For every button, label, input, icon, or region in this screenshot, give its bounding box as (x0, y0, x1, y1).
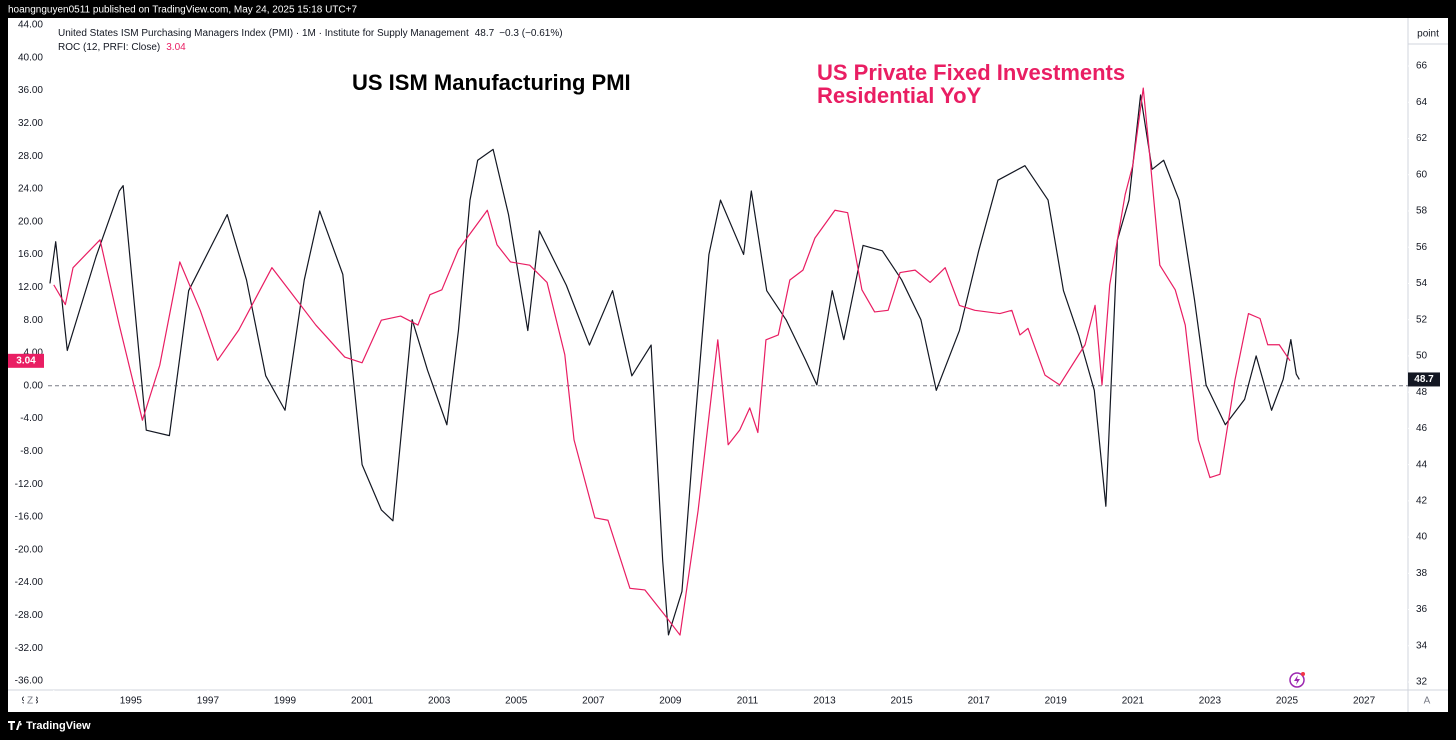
published-note: hoangnguyen0511 published on TradingView… (8, 5, 357, 16)
y-tick-label: -24.00 (15, 577, 44, 588)
auto-scale-button[interactable]: A (1424, 696, 1431, 707)
y-tick-label: 40.00 (18, 52, 43, 63)
y-tick-label: 12.00 (18, 282, 43, 293)
y2-tick-label: 44 (1416, 459, 1428, 470)
y-tick-label: 4.00 (24, 348, 44, 359)
annotation: US ISM Manufacturing PMI (352, 70, 631, 95)
y2-tick-label: 52 (1416, 314, 1428, 325)
y-tick-label: -20.00 (15, 544, 44, 555)
x-tick-label: 2005 (505, 696, 528, 707)
last-value-box (8, 353, 44, 368)
x-tick-label: 2009 (659, 696, 682, 707)
legend: United States ISM Purchasing Managers In… (58, 28, 563, 53)
y-tick-label: 44.00 (18, 20, 43, 31)
x-tick-label: 2019 (1045, 696, 1068, 707)
x-tick-label: 2013 (813, 696, 836, 707)
legend-last-value: 48.7 (475, 28, 495, 39)
x-tick-label: 2007 (582, 696, 605, 707)
legend-name: ROC (12, PRFI: Close) (58, 42, 160, 53)
legend-name: United States ISM Purchasing Managers In… (58, 28, 469, 39)
y2-tick-label: 32 (1416, 677, 1428, 688)
y2-tick-label: 34 (1416, 640, 1428, 651)
y-tick-label: 24.00 (18, 184, 43, 195)
y2-tick-label: 62 (1416, 133, 1428, 144)
legend-last-value: 3.04 (166, 42, 186, 53)
y2-tick-label: 42 (1416, 495, 1428, 506)
legend-change: −0.3 (−0.61%) (499, 28, 562, 39)
x-tick-label: 2003 (428, 696, 451, 707)
y-tick-label: -32.00 (15, 643, 44, 654)
legend-entry: United States ISM Purchasing Managers In… (58, 28, 563, 39)
y2-tick-label: 46 (1416, 423, 1428, 434)
y-tick-label: 20.00 (18, 216, 43, 227)
y-tick-label: 32.00 (18, 118, 43, 129)
x-tick-label: 2015 (890, 696, 913, 707)
y-tick-label: 28.00 (18, 151, 43, 162)
y-tick-label: 16.00 (18, 249, 43, 260)
scale-label: point (1417, 29, 1439, 40)
x-tick-label: 1997 (197, 696, 220, 707)
x-tick-label: 2011 (737, 696, 759, 707)
y2-tick-label: 36 (1416, 604, 1428, 615)
x-tick-label: 2001 (351, 696, 374, 707)
annotation: Residential YoY (817, 83, 982, 108)
x-tick-label: 2021 (1122, 696, 1145, 707)
annotation: US Private Fixed Investments (817, 60, 1125, 85)
last-value-label: 3.04 (16, 355, 36, 366)
chart-panel (8, 18, 1448, 712)
y2-tick-label: 40 (1416, 532, 1428, 543)
x-tick-label: 1999 (274, 696, 297, 707)
y-tick-label: 0.00 (24, 380, 44, 391)
y-tick-label: 8.00 (24, 315, 44, 326)
y2-tick-label: 60 (1416, 169, 1428, 180)
y-tick-label: -12.00 (15, 479, 44, 490)
footer-logo[interactable] (8, 721, 22, 730)
legend-entry: ROC (12, PRFI: Close) 3.04 (58, 42, 186, 53)
y-tick-label: -4.00 (20, 413, 43, 424)
y2-tick-label: 66 (1416, 61, 1428, 72)
scale-button-box (24, 694, 36, 708)
alert-icon[interactable] (1289, 672, 1305, 688)
y2-tick-label: 64 (1416, 97, 1428, 108)
y-tick-label: -8.00 (20, 446, 43, 457)
y2-tick-label: 58 (1416, 206, 1428, 217)
y-tick-label: -28.00 (15, 610, 44, 621)
x-tick-label: 2017 (968, 696, 991, 707)
y2-tick-label: 56 (1416, 242, 1428, 253)
last-value-label: 48.7 (1414, 374, 1434, 385)
y2-tick-label: 38 (1416, 568, 1428, 579)
y2-tick-label: 54 (1416, 278, 1428, 289)
series-line (49, 94, 1300, 636)
scale-button[interactable]: Z (27, 696, 33, 707)
series-line (53, 87, 1291, 636)
last-value-box (1408, 372, 1440, 387)
footer-brand[interactable]: TradingView (26, 720, 91, 732)
x-tick-label: 2025 (1276, 696, 1299, 707)
x-tick-label: 1995 (120, 696, 143, 707)
x-tick-label: 2023 (1199, 696, 1222, 707)
y-tick-label: -16.00 (15, 512, 44, 523)
y-tick-label: -36.00 (15, 676, 44, 687)
y-tick-label: 36.00 (18, 85, 43, 96)
y2-tick-label: 50 (1416, 351, 1428, 362)
x-tick-label: 2027 (1353, 696, 1376, 707)
y2-tick-label: 48 (1416, 387, 1428, 398)
